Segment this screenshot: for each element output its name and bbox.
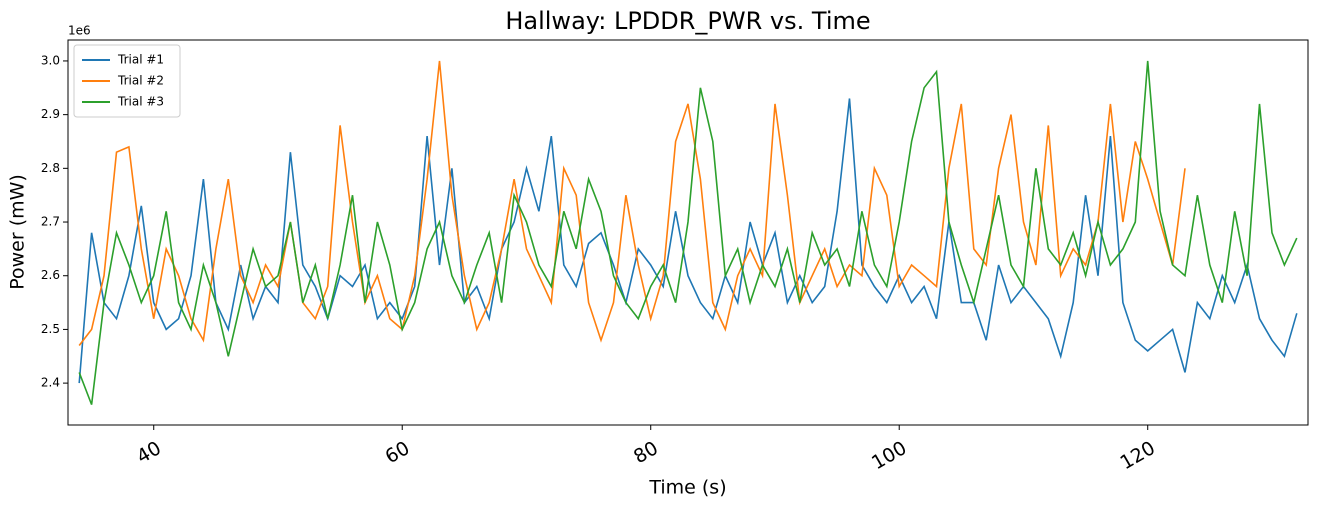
y-tick-label: 2.5 <box>41 322 60 336</box>
legend-label: Trial #3 <box>117 95 164 109</box>
x-axis-label: Time (s) <box>648 477 726 499</box>
series-line <box>78 98 1298 384</box>
legend-label: Trial #1 <box>117 53 164 67</box>
y-axis-label: Power (mW) <box>7 174 29 290</box>
plot-frame <box>67 39 1309 426</box>
series-line <box>78 60 1186 346</box>
chart-title: Hallway: LPDDR_PWR vs. Time <box>505 7 870 35</box>
y-tick-label: 2.4 <box>41 376 60 390</box>
x-tick-label: 40 <box>133 437 165 468</box>
x-tick-label: 60 <box>382 437 414 468</box>
y-tick-label: 3.0 <box>41 53 60 67</box>
y-offset-label: 1e6 <box>68 24 91 38</box>
x-tick-label: 120 <box>1117 437 1159 474</box>
series-line <box>78 60 1298 405</box>
legend-box <box>73 44 181 118</box>
y-tick-label: 2.9 <box>41 107 60 121</box>
y-tick-label: 2.7 <box>41 215 60 229</box>
y-tick-label: 2.6 <box>41 268 60 282</box>
y-tick-label: 2.8 <box>41 161 60 175</box>
x-tick-label: 100 <box>868 437 910 474</box>
x-tick-label: 80 <box>630 437 662 468</box>
legend-label: Trial #2 <box>117 74 164 88</box>
legend: Trial #1 Trial #2 Trial #3 <box>73 44 181 118</box>
